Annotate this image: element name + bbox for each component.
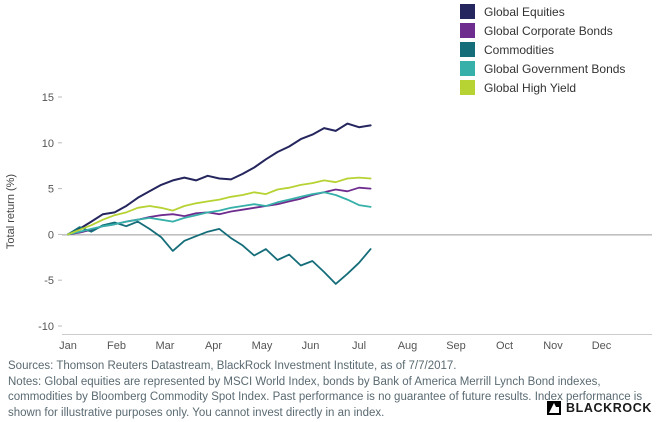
svg-text:Jan: Jan [59,340,77,352]
svg-text:-5: -5 [44,275,54,287]
legend-item: Global Government Bonds [460,61,625,76]
svg-text:Dec: Dec [592,340,612,352]
legend-item: Global Corporate Bonds [460,23,625,38]
legend-swatch [460,4,475,19]
legend-label: Global Equities [484,4,565,19]
sources-text: Sources: Thomson Reuters Datastream, Bla… [8,360,457,372]
blackrock-logo-icon [547,401,562,415]
legend-label: Global Corporate Bonds [484,23,613,38]
legend-item: Commodities [460,42,625,57]
legend-label: Global Government Bonds [484,61,626,76]
legend-item: Global High Yield [460,80,625,95]
legend-label: Commodities [484,42,555,57]
blackrock-logo: BlackRock [547,401,652,415]
legend-label: Global High Yield [484,80,577,95]
legend-swatch [460,23,475,38]
svg-text:Aug: Aug [398,340,418,352]
svg-text:Jul: Jul [352,340,366,352]
legend-swatch [460,61,475,76]
svg-text:10: 10 [42,138,54,150]
footnotes: Sources: Thomson Reuters Datastream, Bla… [8,359,656,422]
svg-text:Apr: Apr [205,340,222,352]
svg-text:Oct: Oct [496,340,513,352]
legend-swatch [460,42,475,57]
chart-legend: Global Equities Global Corporate Bonds C… [460,4,625,95]
total-return-line-chart: 15 10 5 0 -5 -10 Jan Feb Mar Apr May Jun Jul Aug Sep Oc… [5,92,652,352]
notes-text: Notes: Global equities are represented b… [8,376,643,419]
svg-text:Mar: Mar [156,340,175,352]
svg-text:0: 0 [48,229,54,241]
svg-text:Total return (%): Total return (%) [5,174,17,249]
svg-text:Nov: Nov [543,340,563,352]
legend-item: Global Equities [460,4,625,19]
svg-text:Jun: Jun [302,340,320,352]
svg-text:May: May [252,340,273,352]
svg-text:Feb: Feb [107,340,126,352]
svg-text:5: 5 [48,184,54,196]
svg-text:15: 15 [42,92,54,104]
legend-swatch [460,80,475,95]
svg-text:-10: -10 [38,321,54,333]
svg-text:Sep: Sep [446,340,466,352]
blackrock-logo-text: BlackRock [566,400,652,415]
